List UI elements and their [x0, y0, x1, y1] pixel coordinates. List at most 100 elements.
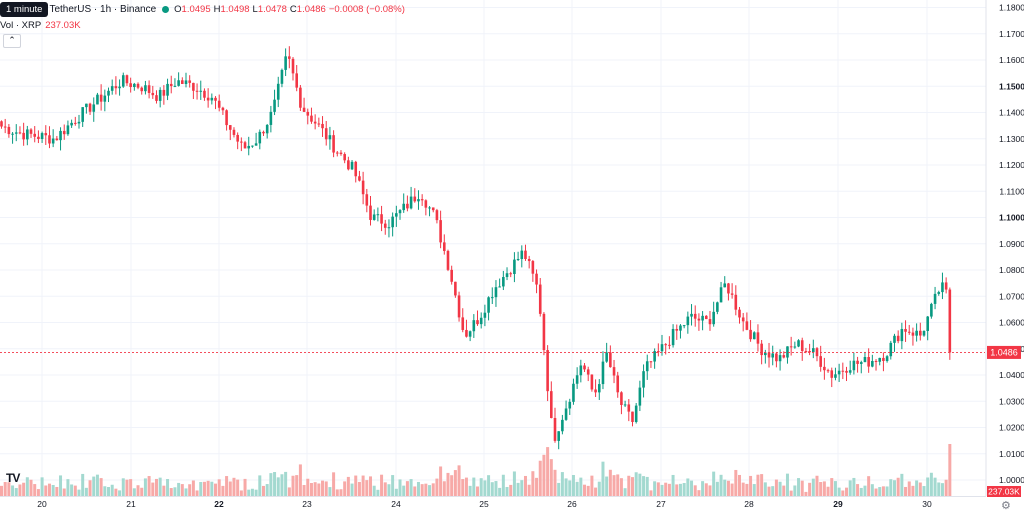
candle-body	[302, 107, 306, 112]
candle-body	[896, 335, 900, 342]
volume-bar	[446, 472, 450, 496]
candle-body	[487, 297, 490, 313]
candle-body	[136, 83, 140, 88]
price-tick: 1.0300	[999, 396, 1024, 406]
candle-body	[557, 431, 560, 441]
volume-bar	[523, 475, 527, 496]
volume-bar	[918, 482, 922, 496]
candle-body	[435, 210, 439, 221]
volume-bar	[682, 482, 686, 496]
volume-bar	[671, 474, 675, 496]
candle-body	[74, 122, 77, 124]
volume-bar	[154, 478, 158, 496]
candle-body	[874, 361, 878, 363]
candle-body	[110, 86, 114, 91]
volume-bar	[317, 483, 321, 496]
price-tick: 1.1600	[999, 55, 1024, 65]
candle-body	[605, 352, 608, 362]
chevron-up-icon[interactable]: ⌃	[3, 34, 21, 48]
candle-body	[29, 129, 33, 134]
volume-bar	[383, 482, 387, 496]
candle-body	[173, 85, 177, 87]
volume-bar	[258, 475, 262, 496]
candle-body	[668, 344, 671, 346]
tradingview-logo-icon[interactable]: TV	[6, 471, 20, 485]
candle-body	[55, 138, 59, 141]
market-status-icon	[162, 5, 170, 13]
price-tick: 1.1500	[999, 81, 1024, 91]
volume-bar	[760, 474, 764, 496]
candle-body	[395, 213, 398, 217]
volume-bar	[586, 485, 590, 496]
candle-body	[81, 107, 84, 122]
candle-body	[85, 103, 88, 108]
volume-bar	[129, 479, 133, 496]
volume-bar	[800, 480, 804, 496]
candle-body	[679, 325, 682, 331]
volume-bar	[527, 484, 531, 496]
volume-bar	[73, 485, 77, 496]
volume-bar	[885, 486, 889, 496]
candle-body	[96, 94, 99, 105]
volume-indicator-label[interactable]: Vol · XRP	[0, 20, 42, 31]
candle-body	[767, 352, 771, 358]
volume-bar	[66, 479, 70, 496]
candle-body	[941, 282, 944, 293]
volume-bar	[568, 480, 572, 496]
volume-bar	[236, 479, 240, 496]
volume-bar	[306, 478, 310, 496]
candle-body	[402, 203, 406, 211]
volume-bar	[435, 478, 439, 496]
volume-bar	[324, 481, 328, 496]
symbol-title[interactable]: TetherUS · 1h · Binance	[49, 4, 157, 15]
candle-body	[22, 132, 25, 140]
candle-body	[243, 142, 247, 149]
ohlc-key-c: C	[289, 4, 297, 15]
candle-body	[288, 56, 291, 59]
volume-bar	[782, 485, 786, 496]
volume-bar	[107, 486, 111, 496]
volume-bar	[70, 484, 74, 496]
volume-bar	[516, 482, 520, 496]
volume-bar	[44, 485, 48, 496]
volume-bar	[265, 484, 269, 496]
volume-bar	[937, 482, 941, 496]
volume-bar	[103, 486, 107, 496]
volume-bar	[357, 481, 361, 496]
candle-body	[719, 287, 723, 303]
volume-bar	[940, 483, 944, 496]
volume-bar	[7, 482, 11, 496]
volume-bar	[472, 477, 476, 496]
volume-bar	[284, 471, 288, 496]
volume-bar	[723, 479, 727, 496]
candle-body	[206, 97, 210, 101]
volume-bar	[11, 485, 15, 496]
candle-body	[118, 86, 121, 89]
time-tick: 22	[214, 499, 224, 509]
volume-bar	[520, 480, 524, 496]
volume-bar	[372, 485, 376, 496]
candle-body	[645, 361, 649, 372]
candle-body	[904, 328, 907, 332]
volume-bar	[380, 474, 384, 496]
volume-bar	[501, 474, 505, 496]
candle-body	[664, 344, 667, 346]
candle-body	[328, 135, 332, 140]
candle-body	[33, 133, 37, 137]
candle-body	[527, 258, 531, 262]
ohlc-key-o: O	[174, 4, 182, 15]
settings-gear-icon[interactable]: ⚙	[1001, 500, 1011, 512]
candle-body	[516, 259, 520, 261]
candle-body	[653, 351, 656, 362]
volume-bar	[557, 482, 561, 496]
volume-bar	[852, 477, 856, 496]
volume-bar	[634, 472, 638, 496]
volume-bar	[29, 479, 33, 496]
price-tick: 1.1400	[999, 108, 1024, 118]
candle-body	[347, 160, 350, 170]
volume-bar	[845, 487, 849, 496]
volume-bar	[476, 486, 480, 496]
candle-body	[107, 90, 110, 96]
candle-body	[114, 86, 118, 89]
